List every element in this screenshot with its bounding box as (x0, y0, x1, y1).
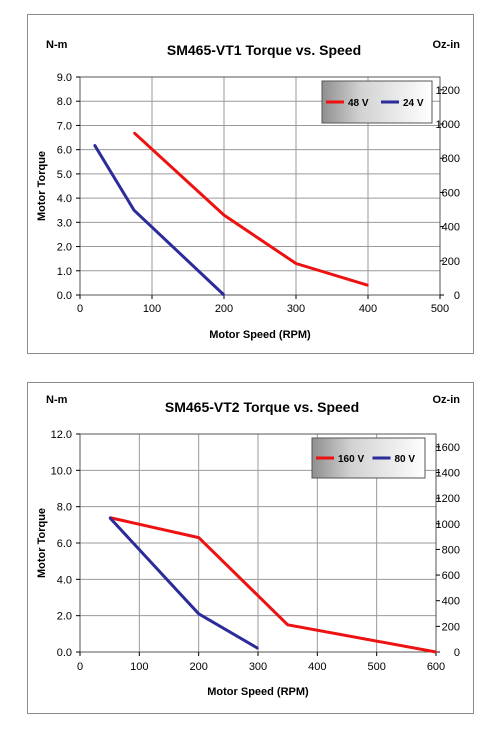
x-tick-label: 100 (143, 303, 161, 315)
x-tick-label: 300 (249, 661, 267, 673)
y-tick-label: 7.0 (57, 120, 72, 132)
y2-tick-label: 600 (442, 187, 460, 199)
x-tick-label: 500 (431, 303, 449, 315)
chart-title: SM465-VT1 Torque vs. Speed (167, 42, 361, 58)
y2-tick-label: 1000 (436, 519, 460, 531)
x-axis-label: Motor Speed (RPM) (207, 686, 309, 698)
y2-tick-label: 0 (454, 647, 460, 659)
legend-label: 48 V (348, 98, 369, 109)
y-tick-label: 0.0 (57, 290, 72, 302)
x-tick-label: 600 (427, 661, 445, 673)
legend-label: 24 V (403, 98, 424, 109)
series-line-80v (108, 516, 259, 650)
y2-tick-label: 400 (442, 596, 460, 608)
x-tick-label: 300 (287, 303, 305, 315)
y2-tick-label: 1000 (436, 119, 460, 131)
left-unit-label: N-m (46, 394, 68, 406)
y2-tick-label: 800 (442, 153, 460, 165)
series-point (108, 516, 111, 519)
y-tick-label: 10.0 (51, 465, 72, 477)
series-point (295, 262, 297, 265)
y-tick-label: 6.0 (57, 145, 72, 157)
y2-tick-label: 1200 (436, 493, 460, 505)
series-point (223, 214, 225, 216)
series-line-48v (132, 131, 369, 287)
y-tick-label: 8.0 (57, 502, 72, 514)
series-point (133, 131, 135, 134)
x-tick-label: 0 (77, 303, 83, 315)
series-line-160v (109, 516, 437, 654)
y-tick-label: 2.0 (57, 611, 72, 623)
series-line-24v (93, 144, 226, 297)
series-point (286, 623, 289, 626)
x-tick-label: 400 (308, 661, 326, 673)
chart-vt2-svg: SM465-VT2 Torque vs. Speed N-m Oz-in 0 100 20… (36, 394, 461, 698)
right-unit-label: Oz-in (433, 394, 461, 406)
y-tick-label: 9.0 (57, 72, 72, 84)
chart-panel-vt1: SM465-VT1 Torque vs. Speed N-m Oz-in 0 100 20… (27, 14, 474, 354)
y2-tick-label: 1200 (436, 85, 460, 97)
left-unit-label: N-m (46, 39, 68, 51)
x-axis-label: Motor Speed (RPM) (209, 329, 311, 341)
y-tick-label: 4.0 (57, 574, 72, 586)
y2-tick-label: 200 (442, 256, 460, 268)
y-tick-label: 4.0 (57, 193, 72, 205)
legend-label: 80 V (395, 454, 416, 465)
x-tick-label: 400 (359, 303, 377, 315)
y2-tick-label: 1400 (436, 467, 460, 479)
y2-tick-label: 200 (442, 621, 460, 633)
series-point (223, 294, 225, 296)
y-tick-label: 0.0 (57, 647, 72, 659)
plot-area-frame (79, 76, 441, 296)
x-tick-label: 200 (215, 303, 233, 315)
y-tick-label: 1.0 (57, 266, 72, 278)
y2-tick-label: 800 (442, 544, 460, 556)
y-tick-label: 6.0 (57, 538, 72, 550)
x-tick-label: 0 (77, 661, 83, 673)
y-tick-label: 5.0 (57, 169, 72, 181)
series-point (197, 536, 200, 539)
y2-tick-label: 0 (454, 290, 460, 302)
y-tick-label: 12.0 (51, 429, 72, 441)
series-point (133, 209, 135, 212)
series-point (197, 613, 200, 615)
y-tick-label: 8.0 (57, 96, 72, 108)
x-tick-label: 100 (130, 661, 148, 673)
chart-vt1-svg: SM465-VT1 Torque vs. Speed N-m Oz-in 0 100 20… (36, 39, 461, 341)
series-point (257, 647, 259, 650)
y2-tick-label: 600 (442, 570, 460, 582)
right-unit-label: Oz-in (433, 39, 461, 51)
y-tick-label: 3.0 (57, 217, 72, 229)
x-tick-label: 200 (189, 661, 207, 673)
y-axis-label: Motor Torque (36, 508, 48, 578)
x-tick-label: 500 (367, 661, 385, 673)
series-point (435, 651, 437, 653)
y-axis-label: Motor Torque (36, 151, 48, 221)
chart-title: SM465-VT2 Torque vs. Speed (165, 399, 359, 415)
legend-label: 160 V (338, 454, 364, 465)
y-tick-label: 2.0 (57, 242, 72, 254)
series-point (93, 144, 96, 146)
y2-tick-label: 400 (442, 222, 460, 234)
y2-tick-label: 1600 (436, 442, 460, 454)
chart-panel-vt2: SM465-VT2 Torque vs. Speed N-m Oz-in 0 100 20… (27, 382, 474, 714)
series-point (367, 284, 369, 287)
